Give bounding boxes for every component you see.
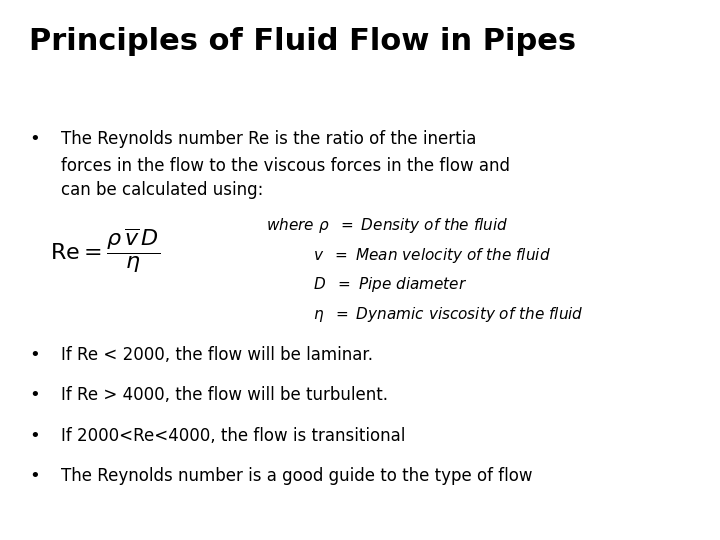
Text: $\eta$  $=$ Dynamic viscosity of the fluid: $\eta$ $=$ Dynamic viscosity of the flui…: [313, 305, 584, 324]
Text: If 2000<Re<4000, the flow is transitional: If 2000<Re<4000, the flow is transitiona…: [61, 427, 405, 444]
Text: $\mathrm{Re} = \dfrac{\rho\,\overline{v}\,D}{\eta}$: $\mathrm{Re} = \dfrac{\rho\,\overline{v}…: [50, 227, 161, 275]
Text: where $\rho$  $=$ Density of the fluid: where $\rho$ $=$ Density of the fluid: [266, 216, 509, 235]
Text: If Re < 2000, the flow will be laminar.: If Re < 2000, the flow will be laminar.: [61, 346, 373, 363]
Text: If Re > 4000, the flow will be turbulent.: If Re > 4000, the flow will be turbulent…: [61, 386, 388, 404]
Text: •: •: [29, 427, 40, 444]
Text: The Reynolds number is a good guide to the type of flow: The Reynolds number is a good guide to t…: [61, 467, 533, 485]
Text: $v$  $=$ Mean velocity of the fluid: $v$ $=$ Mean velocity of the fluid: [313, 246, 551, 265]
Text: Principles of Fluid Flow in Pipes: Principles of Fluid Flow in Pipes: [29, 27, 576, 56]
Text: can be calculated using:: can be calculated using:: [61, 181, 264, 199]
Text: •: •: [29, 467, 40, 485]
Text: $D$  $=$ Pipe diameter: $D$ $=$ Pipe diameter: [313, 275, 467, 294]
Text: forces in the flow to the viscous forces in the flow and: forces in the flow to the viscous forces…: [61, 157, 510, 174]
Text: •: •: [29, 346, 40, 363]
Text: •: •: [29, 386, 40, 404]
Text: The Reynolds number Re is the ratio of the inertia: The Reynolds number Re is the ratio of t…: [61, 130, 477, 147]
Text: •: •: [29, 130, 40, 147]
